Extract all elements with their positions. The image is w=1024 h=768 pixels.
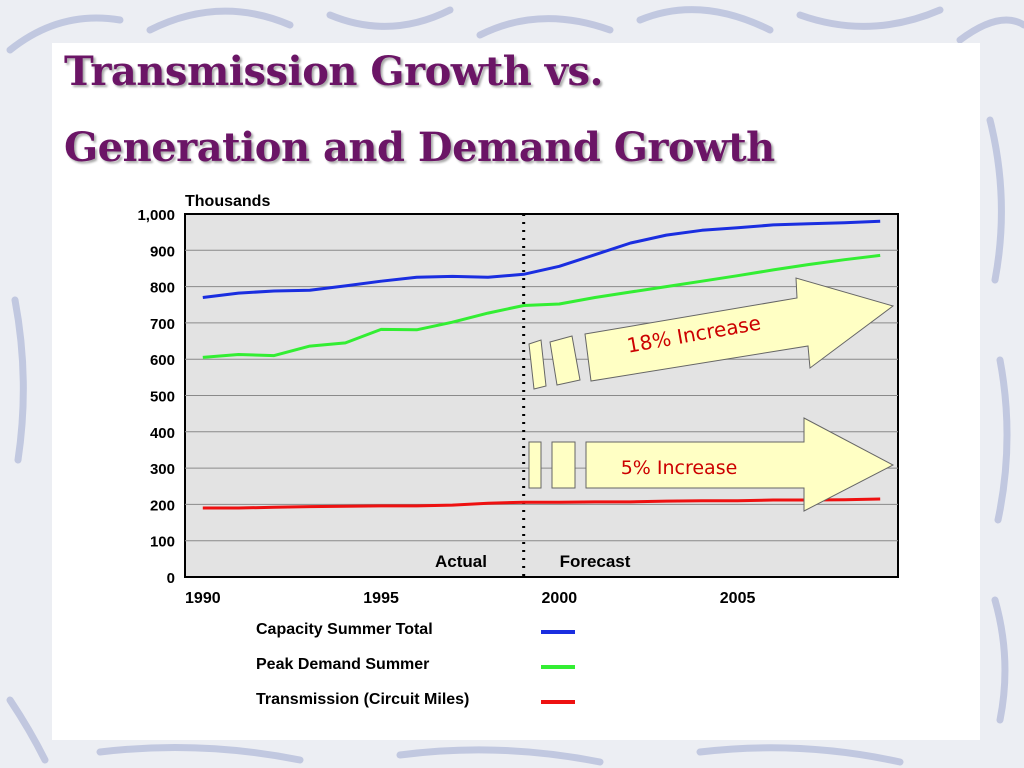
- region-label-forecast: Forecast: [560, 552, 631, 571]
- legend-label: Capacity Summer Total: [256, 621, 433, 638]
- y-tick-label: 900: [150, 243, 175, 260]
- x-tick-label: 2000: [542, 590, 578, 607]
- series-line-2: [202, 497, 881, 510]
- x-tick-label: 2005: [720, 590, 756, 607]
- region-label-actual: Actual: [435, 552, 487, 571]
- series-line-1: [202, 253, 881, 359]
- slide-title-line-2: Generation and Demand Growth: [64, 124, 775, 171]
- y-tick-label: 400: [150, 425, 175, 442]
- callout-5-percent: 5% Increase: [528, 417, 895, 512]
- callout-5-label: 5% Increase: [621, 457, 738, 479]
- legend-swatch: [541, 630, 575, 634]
- y-tick-label: 200: [150, 497, 175, 514]
- y-tick-label: 500: [150, 389, 175, 406]
- y-tick-label: 300: [150, 461, 175, 478]
- x-tick-label: 1995: [363, 590, 399, 607]
- x-axis-ticks: 1990 1995 2000 2005: [185, 590, 755, 607]
- y-tick-label: 0: [167, 570, 175, 587]
- legend-label: Transmission (Circuit Miles): [256, 691, 470, 708]
- x-tick-label: 1990: [185, 590, 221, 607]
- unit-label: Thousands: [185, 193, 270, 210]
- legend-label: Peak Demand Summer: [256, 656, 430, 673]
- y-tick-label: 100: [150, 534, 175, 551]
- y-tick-label: 1,000: [137, 207, 175, 224]
- callouts: 18% Increase 5% Increase: [528, 277, 895, 512]
- y-tick-label: 700: [150, 316, 175, 333]
- series-lines: [202, 219, 881, 510]
- y-tick-label: 800: [150, 280, 175, 297]
- y-axis-ticks: 1,000 900 800 700 600 500 400 300 200 100 0: [137, 207, 175, 587]
- series-line-0: [202, 219, 881, 299]
- y-tick-label: 600: [150, 352, 175, 369]
- slide-title-line-1: Transmission Growth vs.: [64, 48, 603, 95]
- legend-swatch: [541, 665, 575, 669]
- legend-swatch: [541, 700, 575, 704]
